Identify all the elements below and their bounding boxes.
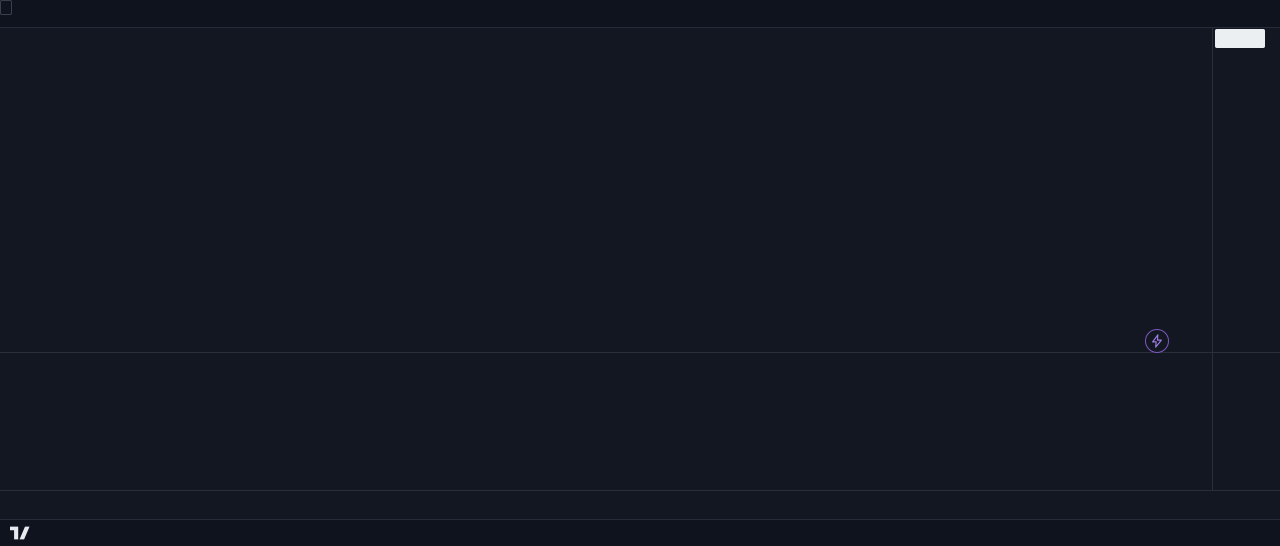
time-axis-border bbox=[0, 490, 1280, 491]
rsi-ma-badge bbox=[0, 0, 10, 15]
currency-usd-button[interactable] bbox=[1215, 29, 1265, 48]
ticker-name-badge bbox=[0, 0, 12, 15]
tradingview-logo-icon bbox=[10, 526, 30, 540]
footer-bar bbox=[0, 519, 1280, 546]
price-axis-border bbox=[1212, 28, 1213, 490]
tradingview-logo-link[interactable] bbox=[10, 526, 37, 540]
lightning-button[interactable] bbox=[1145, 329, 1169, 353]
pane-divider[interactable] bbox=[0, 352, 1280, 353]
lightning-icon bbox=[1152, 334, 1162, 348]
publish-info-bar bbox=[0, 0, 1280, 28]
